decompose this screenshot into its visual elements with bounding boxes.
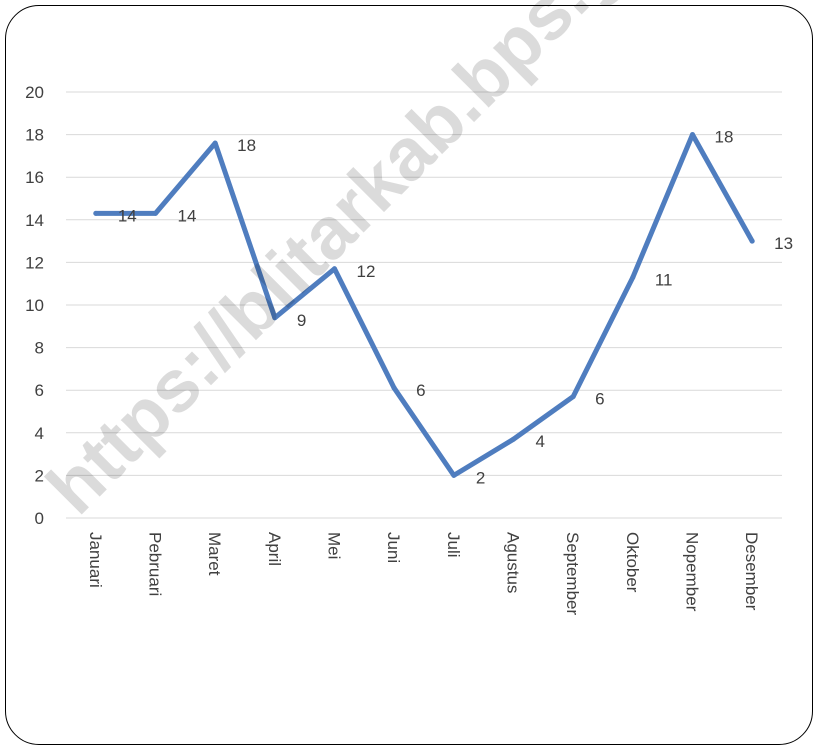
x-tick-label: Agustus <box>504 532 523 593</box>
data-point <box>630 274 636 280</box>
data-label: 13 <box>774 234 793 253</box>
x-tick-label: Pebruari <box>146 532 165 596</box>
y-tick-label: 12 <box>25 253 44 272</box>
data-point <box>153 210 158 216</box>
data-label: 12 <box>357 262 376 281</box>
y-tick-label: 20 <box>25 83 44 102</box>
x-tick-label: Oktober <box>623 532 642 593</box>
data-point <box>391 385 397 391</box>
x-tick-label: Mei <box>325 532 344 559</box>
series-line <box>93 132 755 478</box>
data-point <box>332 266 337 272</box>
y-tick-label: 6 <box>35 381 44 400</box>
data-label: 11 <box>655 270 673 289</box>
data-label: 6 <box>595 390 604 409</box>
y-tick-label: 2 <box>35 466 44 485</box>
x-tick-label: April <box>265 532 284 566</box>
data-label: 18 <box>237 136 256 155</box>
y-tick-label: 10 <box>25 296 44 315</box>
data-point <box>272 315 278 321</box>
data-point <box>511 436 516 442</box>
y-tick-label: 4 <box>35 424 44 443</box>
data-point <box>93 210 99 216</box>
data-point <box>690 132 695 138</box>
data-label: 14 <box>118 206 137 225</box>
x-tick-label: Nopember <box>683 532 702 612</box>
y-tick-label: 0 <box>35 509 44 528</box>
y-tick-label: 8 <box>35 339 44 358</box>
data-label: 18 <box>715 128 734 147</box>
data-label: 6 <box>416 381 425 400</box>
data-label: 2 <box>476 468 485 487</box>
x-tick-label: Maret <box>205 532 224 576</box>
x-tick-label: September <box>563 532 582 615</box>
x-tick-label: Januari <box>86 532 105 588</box>
data-label: 14 <box>178 206 197 225</box>
x-tick-label: Desember <box>742 532 761 611</box>
data-point <box>749 238 755 244</box>
chart-frame <box>5 5 813 745</box>
y-tick-label: 16 <box>25 168 44 187</box>
y-tick-label: 14 <box>25 211 44 230</box>
data-point <box>570 394 576 400</box>
data-label: 4 <box>536 432 545 451</box>
y-tick-label: 18 <box>25 126 44 145</box>
data-point <box>212 140 218 146</box>
x-tick-label: Juli <box>444 532 463 558</box>
x-tick-label: Juni <box>384 532 403 563</box>
data-label: 9 <box>297 311 306 330</box>
data-point <box>451 472 457 478</box>
